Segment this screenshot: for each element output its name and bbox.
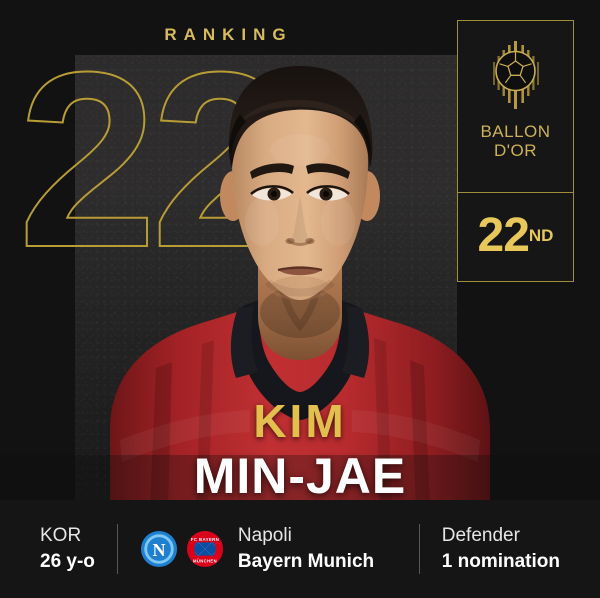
info-clubs: Napoli Bayern Munich [238,523,374,575]
player-name-block: KIM MIN-JAE [0,396,600,504]
player-info-bar: KOR 26 y-o N [0,500,600,598]
badge-logo-section: BALLON D'OR [458,21,573,193]
badge-rank-section: 22 ND [458,193,573,278]
badge-wordmark-line1: BALLON [480,122,551,141]
player-age: 26 y-o [40,551,95,572]
player-portrait [110,66,490,510]
badge-rank-suffix: ND [528,225,554,245]
bayern-munich-club-badge: FC BAYERN MÜNCHEN [186,530,223,568]
player-first-name: KIM [253,395,347,447]
club-name-current: Napoli [237,525,292,546]
badge-rank-number: 22 [477,208,530,262]
info-country-age: KOR 26 y-o [40,523,95,575]
nomination-count: 1 nomination [441,551,560,572]
ballon-dor-badge: BALLON D'OR 22 ND [457,20,574,282]
badge-wordmark: BALLON D'OR [480,122,550,160]
svg-text:MÜNCHEN: MÜNCHEN [193,558,217,563]
info-position-nominations: Defender 1 nomination [442,523,560,575]
club-name-new: Bayern Munich [237,551,375,572]
svg-text:N: N [152,540,165,560]
player-position: Defender [441,525,520,546]
club-badges: N [140,530,224,568]
page-title: RANKING [164,25,293,44]
napoli-club-badge: N [140,530,177,568]
player-last-name: MIN-JAE [193,448,407,504]
info-divider-2 [418,524,420,574]
country-code: KOR [40,525,82,546]
ballon-dor-trophy-icon [492,41,539,109]
badge-wordmark-line2: D'OR [493,141,538,160]
svg-text:FC BAYERN: FC BAYERN [191,537,219,542]
info-divider-1 [116,524,118,574]
